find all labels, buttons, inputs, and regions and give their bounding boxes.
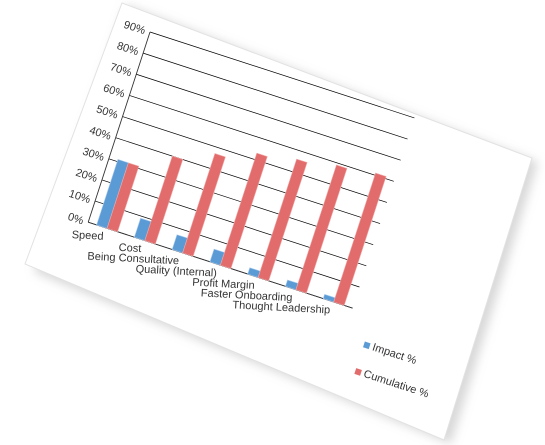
- gridline: [143, 52, 408, 140]
- legend-swatch-cumulative: [354, 368, 362, 376]
- y-tick-label: 0%: [66, 211, 85, 227]
- bar-cumulative: [333, 172, 387, 306]
- category-label: Speed: [71, 229, 103, 243]
- category-label: Faster Onboarding: [200, 287, 292, 304]
- legend-swatch-impact: [363, 341, 371, 350]
- chart-body: 0%10%20%30%40%50%60%70%80%90% SpeedCostB…: [66, 19, 430, 401]
- category-label: Cost: [118, 242, 141, 255]
- category-label: Profit Margin: [192, 277, 255, 292]
- gridline: [129, 95, 394, 182]
- category-label: Being Consultative: [87, 251, 179, 268]
- category-label: Thought Leadership: [232, 299, 330, 316]
- bars: [96, 152, 387, 306]
- bar-cumulative: [257, 158, 308, 282]
- bar-cumulative: [220, 152, 268, 269]
- category-label: Quality (Internal): [135, 263, 217, 279]
- bar-cumulative: [106, 162, 140, 233]
- y-axis: [87, 31, 151, 223]
- bar-cumulative: [295, 164, 348, 294]
- bar-cumulative: [144, 155, 184, 245]
- bar-cumulative: [182, 153, 226, 257]
- gridline: [136, 73, 401, 161]
- gridline: [149, 31, 415, 119]
